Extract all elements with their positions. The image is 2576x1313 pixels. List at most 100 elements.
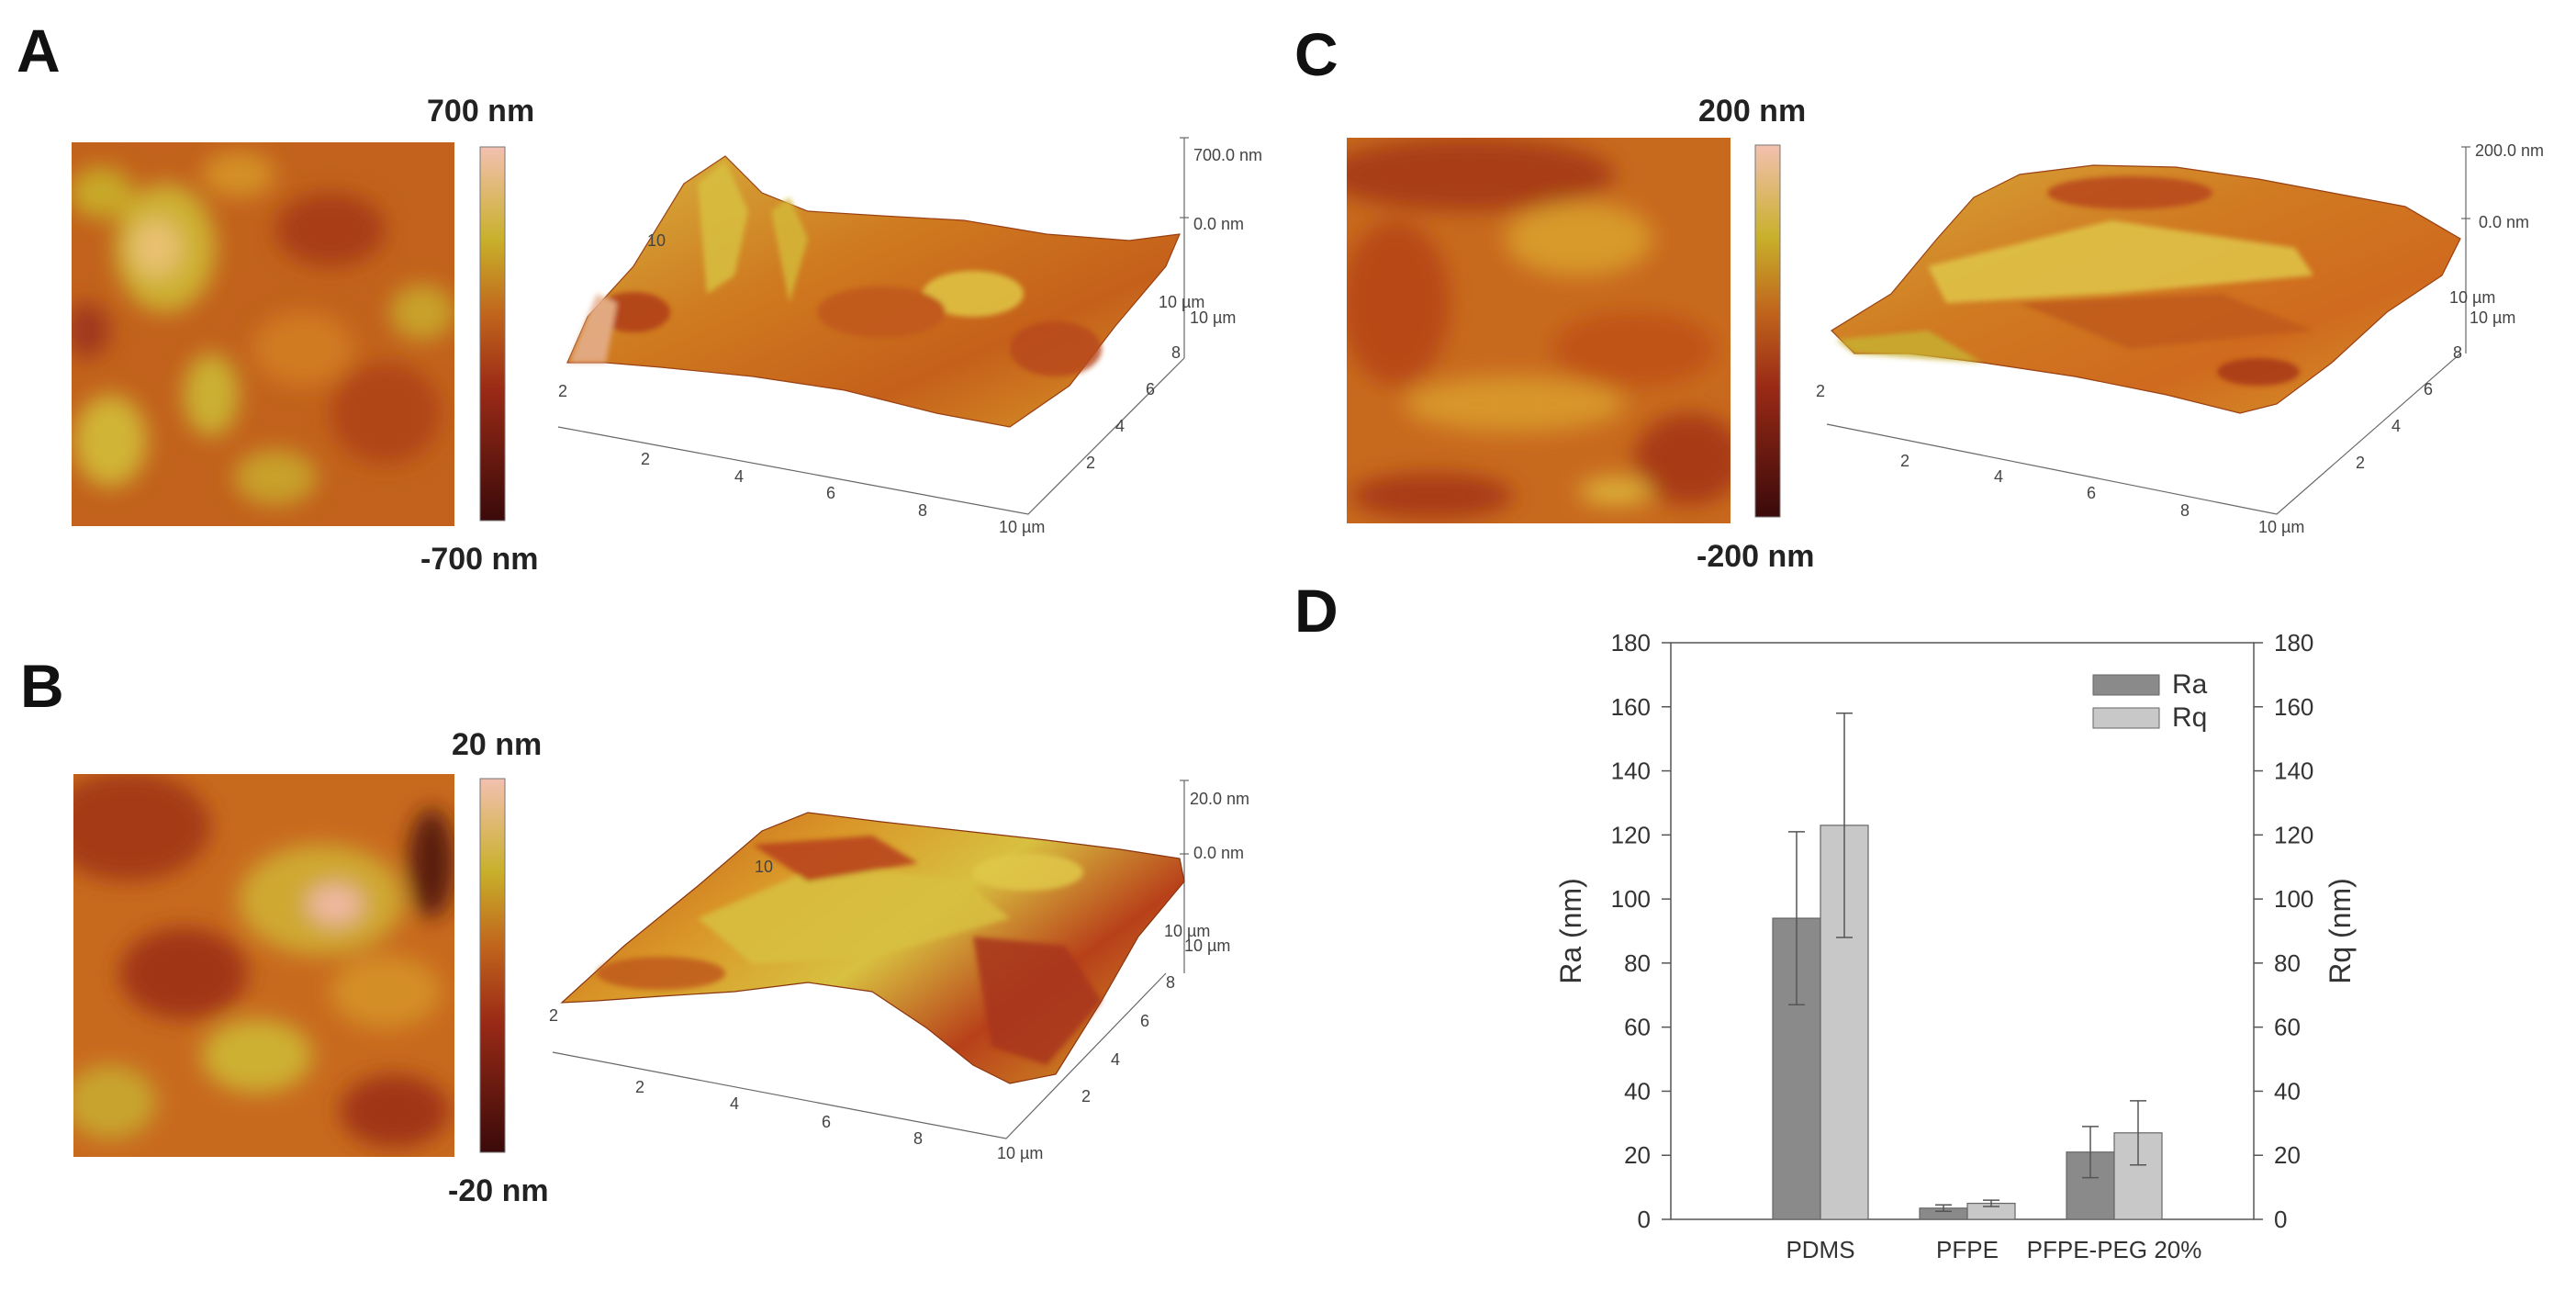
- panel-a: A 700 nm -700 nm: [17, 17, 1262, 577]
- y-tick-label: 160: [1611, 693, 1651, 721]
- afm-3d-a: 700.0 nm 0.0 nm 10 µm 2 10 2 4 6 8 10 µm…: [557, 137, 1262, 536]
- y-ticks-a: 2 4 6 8 10 µm: [1086, 309, 1236, 472]
- panel-d: D 0 20 40 60 80 100 120 140 160 180 0 20 40 60 80 100 12…: [1294, 577, 2357, 1263]
- y-axis-label: Ra (nm): [1554, 878, 1587, 984]
- panel-b-letter: B: [20, 652, 64, 720]
- y-tick: 8: [1166, 973, 1175, 992]
- x-tick: 2: [635, 1078, 644, 1096]
- side-tick-c: 2: [1816, 382, 1825, 400]
- y-tick-label: 60: [1624, 1014, 1651, 1041]
- colorbar-a-min: -700 nm: [420, 542, 539, 577]
- x-tick: 4: [734, 467, 744, 486]
- y-tick: 10 µm: [1184, 937, 1230, 955]
- x-tick: 6: [826, 484, 835, 502]
- afm-3d-c: 200.0 nm 0.0 nm 10 µm 2 2 4 6 8 10 µm 2 …: [1816, 141, 2544, 536]
- colorbar-b-min: -20 nm: [448, 1173, 549, 1208]
- y-tick-label: 100: [1611, 885, 1651, 913]
- z-mid-c: 0.0 nm: [2479, 213, 2529, 231]
- y2-tick-label: 40: [2274, 1077, 2301, 1105]
- y-tick: 8: [1171, 343, 1181, 362]
- y-tick: 2: [1081, 1087, 1091, 1105]
- x-tick: 6: [822, 1113, 831, 1131]
- z-mid-a: 0.0 nm: [1193, 215, 1244, 233]
- y-tick-label: 180: [1611, 629, 1651, 656]
- y-tick: 4: [1115, 417, 1125, 435]
- y-tick-label: 40: [1624, 1077, 1651, 1105]
- y-tick-label: 140: [1611, 758, 1651, 785]
- side-tick-b: 2: [549, 1006, 558, 1025]
- z-top-c: 200.0 nm: [2475, 141, 2544, 160]
- x-ticks-a: 2 4 6 8 10 µm: [641, 450, 1045, 536]
- y2-tick-label: 140: [2274, 758, 2313, 785]
- colorbar-b: [479, 778, 506, 1153]
- category-label: PFPE-PEG 20%: [2027, 1236, 2202, 1263]
- y2-tick-label: 180: [2274, 629, 2313, 656]
- colorbar-c-min: -200 nm: [1697, 539, 1815, 574]
- plot-frame: [1670, 642, 2255, 1220]
- x-ticks-b: 2 4 6 8 10 µm: [635, 1078, 1043, 1162]
- legend-label-ra: Ra: [2172, 669, 2208, 700]
- y-tick: 4: [1111, 1050, 1120, 1069]
- x-tick: 10 µm: [2258, 518, 2304, 536]
- y-tick: 6: [1140, 1012, 1149, 1030]
- back-tick-a: 10: [647, 231, 666, 250]
- x-tick: 8: [2180, 501, 2190, 520]
- y2-tick-label: 120: [2274, 821, 2313, 848]
- x-ticks-c: 2 4 6 8 10 µm: [1900, 452, 2304, 536]
- legend-swatch-rq: [2092, 707, 2160, 729]
- y-tick-label: 0: [1638, 1206, 1651, 1233]
- y-tick: 10 µm: [1190, 309, 1236, 327]
- x-tick: 4: [730, 1094, 739, 1113]
- colorbar-c-max: 200 nm: [1698, 94, 1806, 129]
- y-ticks-c: 2 4 6 8 10 µm: [2356, 309, 2515, 472]
- z-base-c: 10 µm: [2449, 288, 2495, 307]
- y2-tick-label: 20: [2274, 1141, 2301, 1169]
- y-tick: 2: [1086, 454, 1095, 472]
- panel-d-letter: D: [1294, 577, 1338, 645]
- y2-axis-label: Rq (nm): [2324, 878, 2357, 984]
- category-label: PDMS: [1786, 1236, 1854, 1263]
- z-top-b: 20.0 nm: [1190, 790, 1249, 808]
- colorbar-a: [479, 146, 506, 522]
- y-tick: 10 µm: [2470, 309, 2515, 327]
- y-tick: 6: [1146, 380, 1155, 398]
- panel-b: B 20 nm -20 nm: [20, 652, 1249, 1208]
- x-tick: 10 µm: [999, 518, 1045, 536]
- y-tick: 8: [2453, 343, 2462, 362]
- y2-tick-label: 60: [2274, 1014, 2301, 1041]
- y-ticks-b: 2 4 6 8 10 µm: [1081, 937, 1230, 1105]
- afm-3d-b: 20.0 nm 0.0 nm 10 µm 2 10 2 4 6 8 10 µm …: [549, 780, 1249, 1162]
- legend-label-rq: Rq: [2172, 702, 2207, 733]
- z-base-b: 10 µm: [1164, 922, 1210, 940]
- x-tick: 6: [2087, 484, 2096, 502]
- x-tick: 4: [1994, 467, 2003, 486]
- y-tick: 2: [2356, 454, 2365, 472]
- y2-tick-label: 0: [2274, 1206, 2287, 1233]
- y2-tick-label: 100: [2274, 885, 2313, 913]
- roughness-bar-chart: 0 20 40 60 80 100 120 140 160 180 0 20 40 60 80 100 120 1…: [1554, 629, 2357, 1263]
- x-tick: 8: [913, 1129, 923, 1148]
- panel-a-letter: A: [17, 17, 61, 84]
- z-mid-b: 0.0 nm: [1193, 844, 1244, 862]
- panel-c: C 200 nm -200 nm: [1294, 20, 2544, 574]
- z-top-a: 700.0 nm: [1193, 146, 1262, 164]
- legend-swatch-ra: [2092, 674, 2160, 696]
- y-tick-label: 120: [1611, 821, 1651, 848]
- x-tick: 8: [918, 501, 927, 520]
- back-tick-b: 10: [755, 858, 773, 876]
- x-tick: 2: [641, 450, 650, 468]
- y-tick-label: 20: [1624, 1141, 1651, 1169]
- colorbar-c: [1754, 144, 1781, 518]
- afm-image-c: [1347, 138, 1730, 523]
- colorbar-b-max: 20 nm: [452, 727, 542, 762]
- y2-tick-label: 80: [2274, 949, 2301, 977]
- x-tick: 10 µm: [997, 1144, 1043, 1162]
- category-label: PFPE: [1936, 1236, 1999, 1263]
- afm-image-a: [72, 142, 454, 526]
- y-tick: 4: [2391, 417, 2401, 435]
- y-tick: 6: [2424, 380, 2433, 398]
- side-tick-a: 2: [558, 382, 567, 400]
- y2-tick-label: 160: [2274, 693, 2313, 721]
- z-base-a: 10 µm: [1159, 293, 1204, 311]
